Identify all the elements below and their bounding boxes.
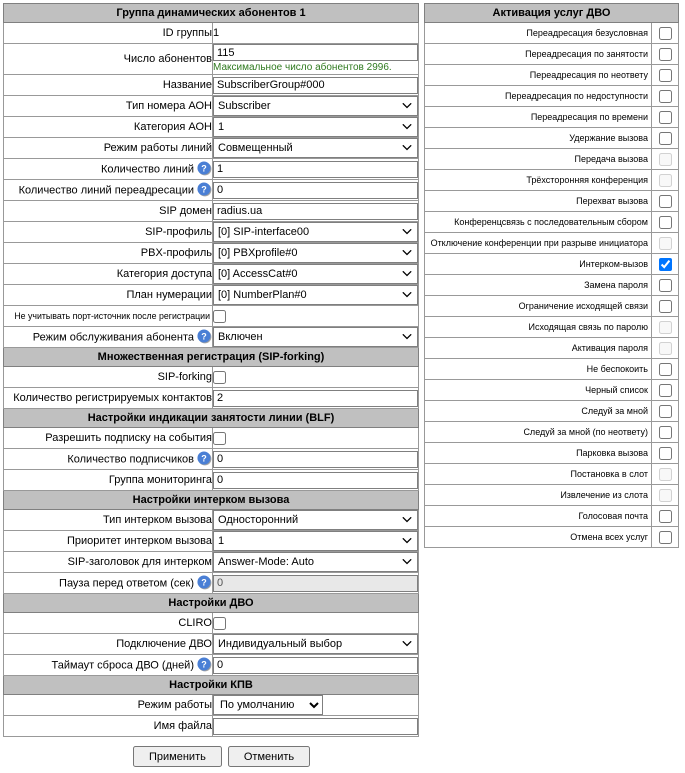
svg-text:?: ? bbox=[201, 659, 207, 669]
svg-text:?: ? bbox=[201, 577, 207, 587]
svg-text:?: ? bbox=[201, 453, 207, 463]
svg-text:?: ? bbox=[201, 331, 207, 341]
svg-text:?: ? bbox=[201, 184, 207, 194]
svg-text:?: ? bbox=[201, 163, 207, 173]
